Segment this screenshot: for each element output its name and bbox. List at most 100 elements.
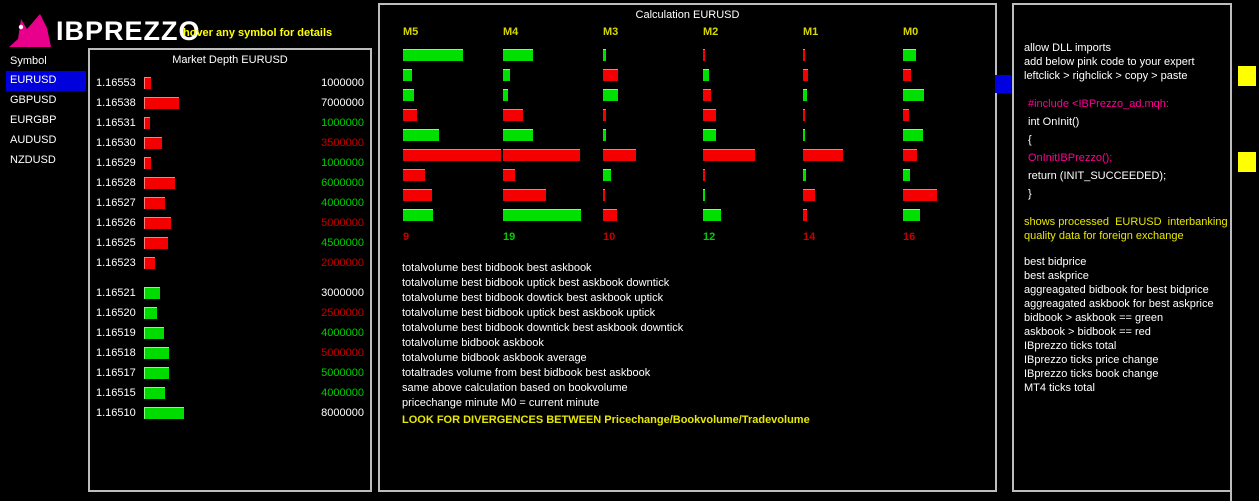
- symbol-item-gbpusd[interactable]: GBPUSD: [10, 94, 57, 106]
- bid-volume-bar: [144, 367, 169, 379]
- instruction-line: askbook > bidbook == red: [1024, 326, 1151, 338]
- calc-bar: [403, 189, 432, 201]
- calc-bar: [703, 209, 721, 221]
- calc-bar: [803, 109, 805, 121]
- timeframe-label: M2: [703, 26, 719, 38]
- calc-bar: [503, 69, 510, 81]
- market-depth-row: 1.16515 4000000: [90, 383, 370, 403]
- instruction-line: allow DLL imports: [1024, 42, 1112, 54]
- legend-line: totaltrades volume from best bidbook bes…: [402, 367, 651, 379]
- code-snippet-line[interactable]: OnInitIBPrezzo();: [1028, 152, 1113, 164]
- volume-value: 2000000: [321, 257, 364, 269]
- calc-bar: [803, 49, 805, 61]
- timeframe-label: M3: [603, 26, 619, 38]
- legend-line: totalvolume bidbook askbook: [402, 337, 544, 349]
- calc-bar: [503, 129, 533, 141]
- price-label: 1.16526: [96, 217, 136, 229]
- code-snippet-line[interactable]: #include <IBPrezzo_ad.mqh:: [1028, 98, 1169, 110]
- calc-bar: [403, 49, 463, 61]
- calc-bar: [603, 209, 617, 221]
- symbol-item-eurgbp[interactable]: EURGBP: [10, 114, 57, 126]
- price-label: 1.16529: [96, 157, 136, 169]
- calc-bar: [403, 89, 414, 101]
- logo-text: IBPREZZO: [56, 15, 201, 46]
- ask-volume-bar: [144, 197, 165, 209]
- timeframe-label: M1: [803, 26, 819, 38]
- symbol-item-eurusd[interactable]: EURUSD: [6, 71, 86, 91]
- tick-count: 14: [803, 231, 816, 243]
- market-depth-row: 1.16518 5000000: [90, 343, 370, 363]
- yellow-marker-top: [1238, 66, 1256, 86]
- calc-bar: [903, 129, 923, 141]
- price-label: 1.16517: [96, 367, 136, 379]
- market-depth-row: 1.16517 5000000: [90, 363, 370, 383]
- calc-column-m0: M0 16: [903, 5, 1003, 255]
- calc-bar: [603, 169, 611, 181]
- divergence-note: LOOK FOR DIVERGENCES BETWEEN Pricechange…: [402, 414, 810, 426]
- instruction-line: IBprezzo ticks price change: [1024, 354, 1159, 366]
- calc-bar: [403, 129, 439, 141]
- calc-bar: [403, 169, 425, 181]
- calc-bar: [803, 89, 807, 101]
- ask-volume-bar: [144, 217, 171, 229]
- legend-line: totalvolume best bidbook uptick best ask…: [402, 307, 656, 319]
- volume-value: 1000000: [321, 77, 364, 89]
- symbol-list: EURUSD GBPUSD EURGBP AUDUSD NZDUSD: [6, 71, 86, 171]
- tick-count: 12: [703, 231, 716, 243]
- calc-bar: [903, 169, 910, 181]
- app-logo: IBPREZZO: [8, 12, 201, 50]
- instruction-line: return (INIT_SUCCEEDED);: [1028, 170, 1167, 182]
- volume-value: 4000000: [321, 197, 364, 209]
- market-depth-row: 1.16529 1000000: [90, 153, 370, 173]
- volume-value: 5000000: [321, 367, 364, 379]
- calc-bar: [703, 189, 705, 201]
- calc-bar: [803, 189, 815, 201]
- volume-value: 3500000: [321, 137, 364, 149]
- calc-bar: [503, 189, 546, 201]
- tick-count: 16: [903, 231, 916, 243]
- calc-bar: [503, 149, 580, 161]
- symbol-item-nzdusd[interactable]: NZDUSD: [10, 154, 56, 166]
- instruction-lines: allow DLL imports add below pink code to …: [1014, 5, 1230, 395]
- legend-line: pricechange minute M0 = current minute: [402, 397, 600, 409]
- calc-bar: [603, 149, 636, 161]
- calc-bar: [603, 129, 606, 141]
- symbol-item-audusd[interactable]: AUDUSD: [10, 134, 57, 146]
- tick-count: 10: [603, 231, 616, 243]
- calc-bar: [803, 149, 843, 161]
- legend-line: totalvolume best bidbook dowtick best as…: [402, 292, 664, 304]
- price-label: 1.16519: [96, 327, 136, 339]
- market-depth-panel: Market Depth EURUSD 1.16553 1000000 1.1653…: [88, 48, 372, 492]
- volume-value: 7000000: [321, 97, 364, 109]
- calc-bar: [603, 189, 605, 201]
- ask-volume-bar: [144, 157, 151, 169]
- volume-value: 5000000: [321, 217, 364, 229]
- market-depth-row: 1.16528 6000000: [90, 173, 370, 193]
- market-depth-row: 1.16526 5000000: [90, 213, 370, 233]
- calc-bar: [503, 49, 533, 61]
- volume-value: 4500000: [321, 237, 364, 249]
- market-depth-row: 1.16527 4000000: [90, 193, 370, 213]
- market-depth-row: 1.16519 4000000: [90, 323, 370, 343]
- instruction-line: bidbook > askbook == green: [1024, 312, 1164, 324]
- volume-value: 4000000: [321, 387, 364, 399]
- calc-bar: [403, 149, 501, 161]
- timeframe-label: M4: [503, 26, 519, 38]
- calc-bar: [703, 49, 705, 61]
- ask-volume-bar: [144, 117, 150, 129]
- ask-volume-bar: [144, 257, 155, 269]
- price-label: 1.16531: [96, 117, 136, 129]
- calculation-title: Calculation EURUSD: [635, 9, 740, 21]
- calc-bar: [803, 129, 805, 141]
- volume-value: 1000000: [321, 117, 364, 129]
- calc-bar: [903, 109, 909, 121]
- ask-volume-bar: [144, 237, 168, 249]
- legend-line: same above calculation based on bookvolu…: [402, 382, 628, 394]
- calc-column-m5: M5 9: [403, 5, 503, 255]
- calc-bar: [903, 89, 924, 101]
- volume-value: 3000000: [321, 287, 364, 299]
- volume-value: 6000000: [321, 177, 364, 189]
- price-label: 1.16525: [96, 237, 136, 249]
- legend-line: totalvolume best bidbook downtick best a…: [402, 322, 684, 334]
- volume-value: 4000000: [321, 327, 364, 339]
